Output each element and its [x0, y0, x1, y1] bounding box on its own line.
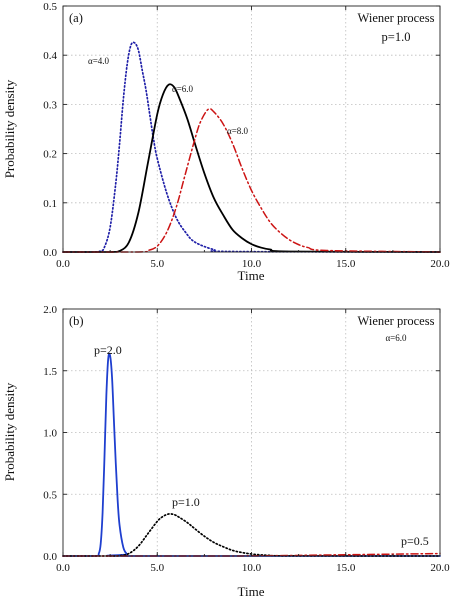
y-tick-label: 0.0: [43, 551, 57, 563]
y-axis-title-b: Probability density: [2, 382, 17, 481]
curve-label-p-2: p=2.0: [94, 343, 122, 357]
x-tick-label: 10.0: [242, 258, 262, 270]
x-tick-label: 5.0: [150, 562, 164, 574]
annotation-b-line1: Wiener process: [358, 314, 435, 328]
y-tick-label: 0.0: [43, 247, 57, 259]
y-tick-label: 2.0: [43, 304, 57, 316]
y-tick-label: 0.5: [43, 489, 57, 501]
x-tick-label: 15.0: [336, 258, 356, 270]
y-tick-label: 0.4: [43, 50, 57, 62]
curve-label-p-05: p=0.5: [401, 534, 429, 548]
curve-label-alpha-6: α=6.0: [172, 84, 194, 94]
x-tick-label: 15.0: [336, 562, 356, 574]
x-tick-label: 10.0: [242, 562, 262, 574]
tick-labels-a: 0.0 5.0 10.0 15.0 20.0 0.0 0.1 0.2 0.3 0.4 0.5: [43, 1, 450, 270]
annotation-a-line2: p=1.0: [382, 30, 411, 44]
x-tick-label: 0.0: [56, 562, 70, 574]
series-line-b-1: [62, 513, 441, 557]
chart-panel-a: 0.0 5.0 10.0 15.0 20.0 0.0 0.1 0.2 0.3 0.4 0.5 (a)…: [2, 1, 450, 283]
y-tick-label: 1.0: [43, 428, 57, 440]
y-axis-title-a: Probability density: [2, 79, 17, 178]
series-line-a-2: [62, 107, 441, 253]
grid-b: [63, 309, 440, 556]
y-tick-label: 0.5: [43, 1, 57, 13]
tick-labels-b: 0.0 5.0 10.0 15.0 20.0 0.0 0.5 1.0 1.5 2.0: [43, 304, 450, 574]
x-axis-title-a: Time: [238, 268, 265, 283]
x-axis-title-b: Time: [238, 584, 265, 599]
y-tick-label: 0.2: [43, 149, 57, 161]
panel-label-a: (a): [69, 11, 83, 25]
x-tick-label: 20.0: [430, 258, 450, 270]
curve-label-p-1: p=1.0: [172, 495, 200, 509]
y-tick-label: 1.5: [43, 366, 57, 378]
ticks-b: [62, 308, 441, 557]
panel-label-b: (b): [69, 314, 84, 328]
annotation-a-line1: Wiener process: [358, 11, 435, 25]
grid-a: [63, 6, 440, 252]
y-tick-label: 0.1: [43, 198, 57, 210]
chart-panel-b: 0.0 5.0 10.0 15.0 20.0 0.0 0.5 1.0 1.5 2.0 (b) Wi…: [2, 304, 450, 599]
curve-label-alpha-8: α=8.0: [227, 126, 249, 136]
annotation-b-line2: α=6.0: [385, 333, 407, 343]
y-tick-label: 0.3: [43, 99, 57, 111]
x-tick-label: 0.0: [56, 258, 70, 270]
ticks-a: [62, 5, 441, 253]
curves-a: [62, 41, 441, 253]
curve-label-alpha-4: α=4.0: [88, 56, 110, 66]
x-tick-label: 5.0: [150, 258, 164, 270]
series-line-a-0: [62, 41, 441, 253]
series-line-a-1: [62, 83, 441, 253]
x-tick-label: 20.0: [430, 562, 450, 574]
